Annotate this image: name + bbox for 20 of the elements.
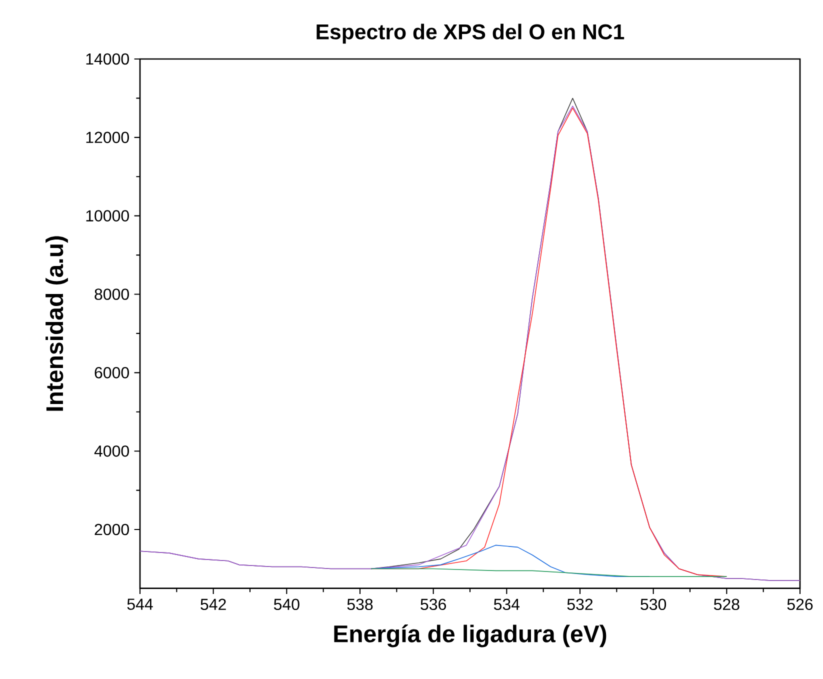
x-tick-label: 528 (714, 598, 740, 610)
x-tick-label: 534 (494, 598, 520, 610)
x-tick-label: 526 (787, 598, 813, 610)
chart-title: Espectro de XPS del O en NC1 (316, 24, 624, 44)
y-tick-label: 2000 (94, 524, 129, 536)
y-tick-label: 6000 (94, 367, 129, 378)
x-tick-label: 538 (347, 598, 373, 610)
x-tick-label: 530 (640, 598, 666, 610)
x-tick-label: 544 (127, 598, 153, 610)
x-tick-label: 540 (274, 598, 300, 610)
y-tick-label: 10000 (86, 210, 129, 222)
x-tick-label: 542 (200, 598, 226, 610)
y-tick-label: 14000 (86, 53, 129, 65)
y-tick-label: 12000 (86, 132, 129, 144)
x-tick-label: 532 (567, 598, 593, 610)
y-axis-title: Intensidad (a.u) (46, 236, 68, 411)
y-tick-label: 8000 (94, 288, 129, 300)
y-tick-label: 4000 (94, 445, 129, 457)
x-axis-title: Energía de ligadura (eV) (334, 624, 606, 648)
x-tick-label: 536 (420, 598, 446, 610)
